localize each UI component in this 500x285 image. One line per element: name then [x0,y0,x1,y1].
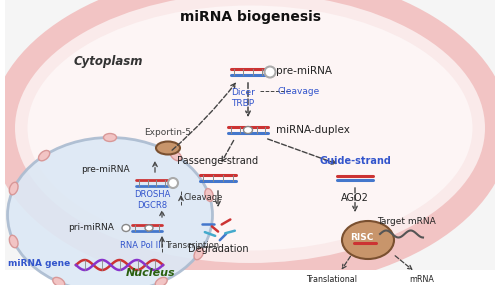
Text: AGO2: AGO2 [341,193,369,203]
Ellipse shape [28,5,472,251]
Bar [495,0,500,285]
Text: miRNA gene: miRNA gene [8,260,70,268]
Text: pri-miRNA: pri-miRNA [68,223,114,231]
Text: Guide-strand: Guide-strand [319,156,391,166]
Bar [0,0,5,285]
Text: pre-miRNA: pre-miRNA [276,66,332,76]
Ellipse shape [205,189,213,201]
Text: Cleavage: Cleavage [183,192,222,201]
Ellipse shape [145,225,153,231]
Text: Cytoplasm: Cytoplasm [73,55,143,68]
Text: Exportin-5: Exportin-5 [144,128,192,137]
Text: RISC: RISC [350,233,374,243]
Text: Passenge-strand: Passenge-strand [178,156,258,166]
Ellipse shape [53,277,64,285]
Text: pre-miRNA: pre-miRNA [82,165,130,174]
Text: RNA Pol II: RNA Pol II [120,241,160,249]
Text: miRNA-duplex: miRNA-duplex [276,125,350,135]
Text: DROSHA
DGCR8: DROSHA DGCR8 [134,190,170,210]
Ellipse shape [20,0,480,260]
Text: Translational
repression: Translational repression [306,275,358,285]
Ellipse shape [156,277,167,285]
Text: Cleavage: Cleavage [277,87,320,95]
Bar [0,270,500,285]
Ellipse shape [194,248,203,260]
Ellipse shape [244,127,252,133]
Ellipse shape [342,221,394,259]
Ellipse shape [38,150,50,161]
Circle shape [264,66,276,78]
Circle shape [168,178,178,188]
Ellipse shape [8,137,212,285]
Text: mRNA
degradation: mRNA degradation [398,275,446,285]
Ellipse shape [15,0,485,263]
Text: Nucleus: Nucleus [126,268,175,278]
Ellipse shape [10,182,18,195]
Ellipse shape [104,133,117,141]
Text: Degradation: Degradation [188,244,248,254]
Text: Dicer
TRBP: Dicer TRBP [231,88,255,108]
Ellipse shape [122,225,130,231]
Ellipse shape [10,235,18,248]
Ellipse shape [156,141,180,154]
Ellipse shape [20,0,480,260]
Text: Target mRNA: Target mRNA [376,217,436,226]
Text: miRNA biogenesis: miRNA biogenesis [180,10,320,24]
Ellipse shape [170,150,181,161]
Text: Transcription: Transcription [165,241,219,249]
